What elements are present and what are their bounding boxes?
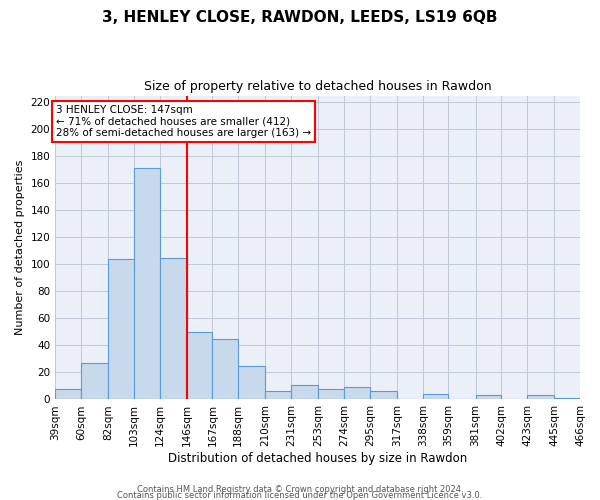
Text: 3, HENLEY CLOSE, RAWDON, LEEDS, LS19 6QB: 3, HENLEY CLOSE, RAWDON, LEEDS, LS19 6QB bbox=[102, 10, 498, 25]
Bar bbox=[265, 392, 291, 400]
Text: 3 HENLEY CLOSE: 147sqm
← 71% of detached houses are smaller (412)
28% of semi-de: 3 HENLEY CLOSE: 147sqm ← 71% of detached… bbox=[56, 105, 311, 138]
Bar bbox=[160, 258, 187, 400]
Bar bbox=[527, 396, 554, 400]
Bar bbox=[108, 259, 134, 400]
Bar bbox=[134, 168, 160, 400]
Bar bbox=[318, 388, 344, 400]
Y-axis label: Number of detached properties: Number of detached properties bbox=[15, 160, 25, 335]
Text: Contains HM Land Registry data © Crown copyright and database right 2024.: Contains HM Land Registry data © Crown c… bbox=[137, 484, 463, 494]
Bar bbox=[55, 388, 81, 400]
Title: Size of property relative to detached houses in Rawdon: Size of property relative to detached ho… bbox=[144, 80, 491, 93]
Bar bbox=[81, 363, 108, 400]
Bar bbox=[238, 366, 265, 400]
Bar bbox=[476, 396, 502, 400]
Bar bbox=[187, 332, 212, 400]
Bar bbox=[291, 384, 318, 400]
Bar bbox=[370, 392, 397, 400]
Text: Contains public sector information licensed under the Open Government Licence v3: Contains public sector information licen… bbox=[118, 490, 482, 500]
Bar bbox=[422, 394, 448, 400]
X-axis label: Distribution of detached houses by size in Rawdon: Distribution of detached houses by size … bbox=[168, 452, 467, 465]
Bar bbox=[554, 398, 580, 400]
Bar bbox=[212, 338, 238, 400]
Bar bbox=[344, 388, 370, 400]
